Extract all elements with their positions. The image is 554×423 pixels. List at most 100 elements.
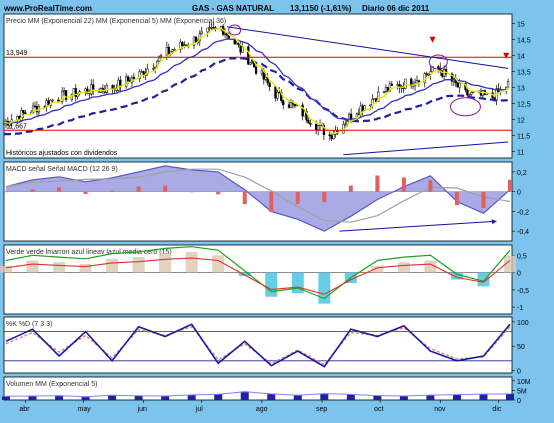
macd-histogram-bar bbox=[136, 186, 141, 192]
momentum-bar bbox=[53, 262, 66, 273]
price-candle-body bbox=[264, 77, 267, 80]
ma-5-line bbox=[3, 27, 509, 135]
momentum-ytick-label: 0 bbox=[517, 271, 521, 278]
instrument-title: GAS - GAS NATURAL bbox=[192, 4, 274, 13]
macd-histogram-bar bbox=[30, 189, 35, 192]
momentum-bar bbox=[265, 272, 278, 297]
volume-bar bbox=[346, 394, 355, 400]
price-candle-body bbox=[223, 33, 227, 35]
ma-22-line bbox=[3, 38, 509, 124]
macd-histogram-bar bbox=[163, 185, 168, 192]
stochastic-k-line bbox=[5, 323, 511, 368]
macd-histogram-bar bbox=[295, 191, 300, 205]
price-candle-body bbox=[295, 104, 298, 107]
volume-bar bbox=[479, 394, 488, 400]
stochastic-legend: %K %D (7 3 3) bbox=[6, 321, 52, 328]
price-candle-body bbox=[167, 47, 170, 54]
price-candle-body bbox=[212, 27, 215, 29]
volume-bar bbox=[161, 396, 170, 400]
price-ytick-label: 14 bbox=[517, 54, 525, 61]
price-candle-body bbox=[404, 78, 407, 89]
volume-bar bbox=[452, 394, 461, 400]
price-candle-body bbox=[84, 88, 87, 92]
momentum-bar bbox=[106, 258, 119, 273]
price-candle-body bbox=[274, 86, 277, 99]
volume-bar bbox=[267, 393, 276, 400]
price-candle-body bbox=[64, 90, 68, 100]
price-candle-body bbox=[309, 122, 312, 125]
momentum-panel: 0,5 0 -0,5 -1 Verde verde lmarron azul linea… bbox=[0, 244, 529, 315]
macd-histogram-bar bbox=[322, 191, 327, 203]
price-plot-area bbox=[3, 13, 513, 159]
volume-legend: Volumen MM (Exponencial 5) bbox=[6, 381, 97, 388]
macd-ytick-label: -0,2 bbox=[517, 209, 529, 216]
price-candle-body bbox=[506, 81, 510, 88]
xtick-label: ago bbox=[256, 406, 268, 413]
price-candle-body bbox=[206, 27, 209, 33]
price-candle-body bbox=[235, 42, 238, 45]
volume-ytick-label: 5M bbox=[517, 388, 527, 395]
momentum-bar bbox=[26, 260, 39, 273]
price-candle-body bbox=[181, 41, 184, 46]
price-ytick-label: 15 bbox=[517, 22, 525, 29]
macd-histogram-bar bbox=[508, 179, 512, 192]
price-ytick-label: 11 bbox=[517, 150, 524, 157]
price-candle-body bbox=[208, 27, 211, 29]
macd-histogram-bar bbox=[375, 175, 380, 192]
momentum-bar bbox=[450, 272, 463, 280]
price-candle-body bbox=[126, 76, 130, 81]
momentum-ytick-label: -1 bbox=[517, 305, 523, 312]
price-candle-body bbox=[315, 124, 318, 131]
stochastic-ytick-label: 50 bbox=[517, 344, 525, 351]
momentum-bar bbox=[79, 263, 92, 273]
price-candle-body bbox=[210, 27, 213, 29]
macd-histogram-bar bbox=[216, 191, 221, 195]
xtick-label: oct bbox=[374, 406, 383, 413]
macd-histogram-bar bbox=[4, 191, 8, 193]
volume-bar bbox=[240, 391, 249, 400]
price-candle-body bbox=[423, 73, 426, 84]
momentum-green-line bbox=[5, 246, 511, 300]
price-candle-body bbox=[466, 89, 469, 96]
price-candle-body bbox=[159, 55, 163, 58]
momentum-legend: Verde verde lmarron azul lineav lazul me… bbox=[6, 249, 172, 256]
momentum-bar bbox=[238, 272, 251, 277]
price-candle-body bbox=[316, 125, 320, 131]
trend-line bbox=[226, 26, 509, 69]
volume-panel: 10M 5M 0 Volumen MM (Exponencial 5) abr may ju… bbox=[2, 376, 531, 413]
price-ytick-label: 14,5 bbox=[517, 38, 531, 45]
volume-bar bbox=[134, 395, 143, 400]
momentum-average-line bbox=[5, 257, 511, 295]
price-candle-body bbox=[20, 110, 23, 121]
momentum-bar bbox=[371, 265, 384, 273]
price-candle-body bbox=[427, 74, 430, 76]
xtick-label: sep bbox=[316, 406, 327, 413]
price-candle-body bbox=[450, 73, 454, 82]
volume-plot-area bbox=[3, 376, 513, 401]
price-candle-body bbox=[468, 94, 471, 96]
macd-ytick-label: -0,4 bbox=[517, 229, 529, 236]
momentum-bar bbox=[0, 265, 12, 273]
price-candle-body bbox=[241, 46, 244, 53]
volume-bar bbox=[55, 395, 64, 400]
momentum-bar bbox=[477, 272, 490, 287]
period-date: Diario 06 dic 2011 bbox=[362, 4, 430, 13]
price-candle-body bbox=[268, 82, 271, 88]
momentum-bar bbox=[504, 255, 516, 273]
highlight-ellipse bbox=[449, 97, 481, 117]
stochastic-plot-area bbox=[3, 316, 513, 374]
xtick-label: nov bbox=[434, 406, 446, 413]
panels-layer: 11 11,5 12 12,5 13 13,5 14 14,5 15 Precio MM (Exp… bbox=[0, 13, 531, 413]
macd-histogram-bar bbox=[454, 191, 459, 206]
volume-bar bbox=[293, 395, 302, 400]
macd-histogram-bar bbox=[401, 177, 406, 192]
price-candle-body bbox=[125, 76, 128, 88]
price-candle-body bbox=[260, 70, 264, 74]
highlight-ellipse bbox=[228, 24, 242, 36]
price-candle-body bbox=[442, 69, 446, 77]
price-candle-body bbox=[276, 91, 279, 99]
xtick-label: jun bbox=[137, 406, 147, 413]
price-candle-body bbox=[303, 110, 306, 117]
